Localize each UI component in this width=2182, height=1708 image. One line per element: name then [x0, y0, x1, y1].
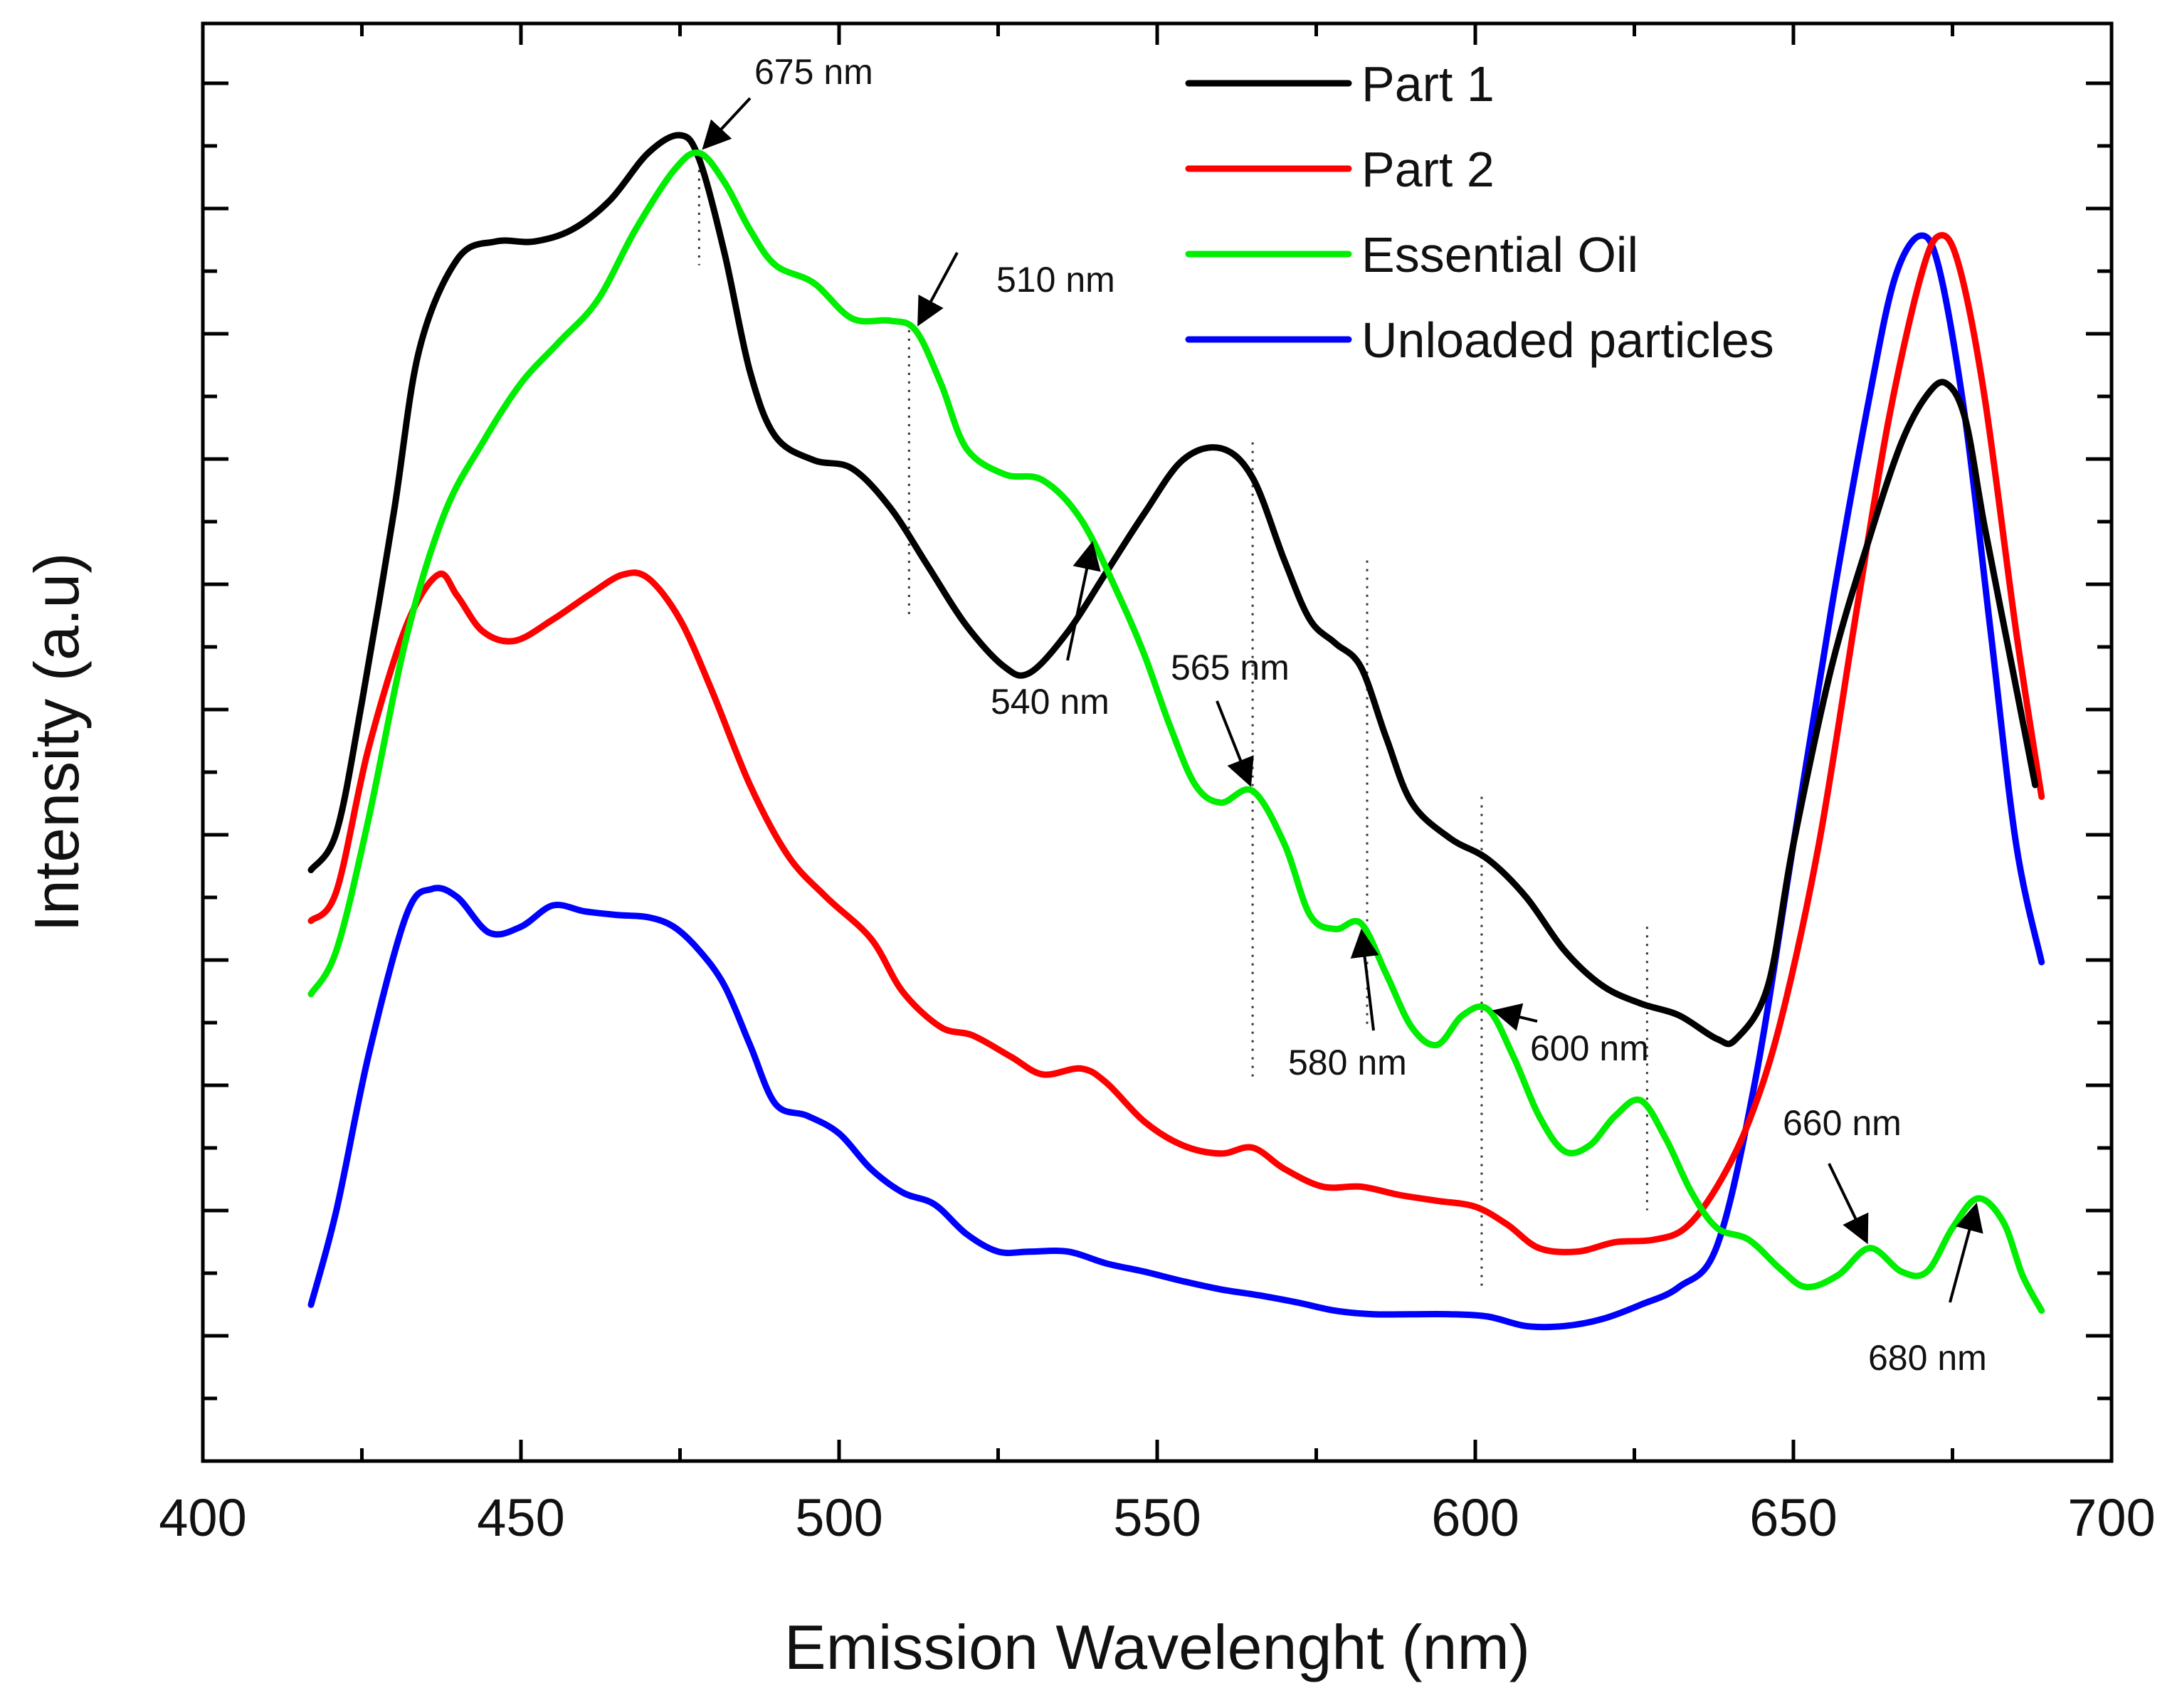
- x-tick-label: 600: [1431, 1488, 1519, 1547]
- reference-lines: [697, 152, 1648, 1287]
- annotation-arrow: [917, 252, 959, 327]
- annotation-label: 660 nm: [1783, 1103, 1902, 1143]
- legend-label: Unloaded particles: [1361, 312, 1774, 368]
- x-tick-label: 500: [795, 1488, 882, 1547]
- x-tick-label: 450: [477, 1488, 564, 1547]
- annotation-arrow: [1828, 1163, 1869, 1245]
- annotation-label: 580 nm: [1288, 1043, 1407, 1082]
- legend-label: Part 1: [1361, 56, 1495, 112]
- annotation-label: 675 nm: [754, 52, 873, 92]
- x-axis-title: Emission Wavelenght (nm): [784, 1612, 1530, 1682]
- legend-label: Essential Oil: [1361, 227, 1638, 283]
- annotation-label: 680 nm: [1868, 1338, 1987, 1378]
- annotation-arrow: [1216, 700, 1254, 787]
- annotation-label: 540 nm: [991, 682, 1110, 722]
- annotation-arrow: [702, 97, 752, 150]
- annotation-arrow: [1949, 1202, 1983, 1303]
- series-line-part-1: [307, 132, 2039, 1048]
- series-line-unloaded-particles: [307, 232, 2045, 1331]
- annotation-label: 565 nm: [1171, 648, 1290, 687]
- annotation-arrow: [1066, 541, 1101, 661]
- x-tick-label: 700: [2067, 1488, 2155, 1547]
- axis-ticks: [201, 23, 2114, 1461]
- legend: Part 1 Part 2 Essential Oil Unloaded partic…: [1185, 56, 1774, 368]
- series-layer: [307, 132, 2045, 1331]
- legend-label: Part 2: [1361, 142, 1495, 197]
- x-tick-label: 650: [1749, 1488, 1837, 1547]
- annotation-label: 600 nm: [1530, 1028, 1649, 1068]
- x-tick-labels: 400 450 500 550 600 650 700: [159, 1488, 2155, 1547]
- annotation-arrow: [1350, 928, 1379, 1031]
- x-tick-label: 550: [1113, 1488, 1201, 1547]
- annotation-arrow: [1492, 1003, 1538, 1031]
- series-line-essential-oil: [307, 149, 2045, 1314]
- x-tick-label: 400: [159, 1488, 246, 1547]
- annotations: 675 nm 510 nm 540 nm 565 nm 580 nm 600 nm 660 …: [702, 52, 1987, 1378]
- annotation-label: 510 nm: [996, 260, 1115, 300]
- y-axis-title: Intensity (a.u): [21, 552, 92, 932]
